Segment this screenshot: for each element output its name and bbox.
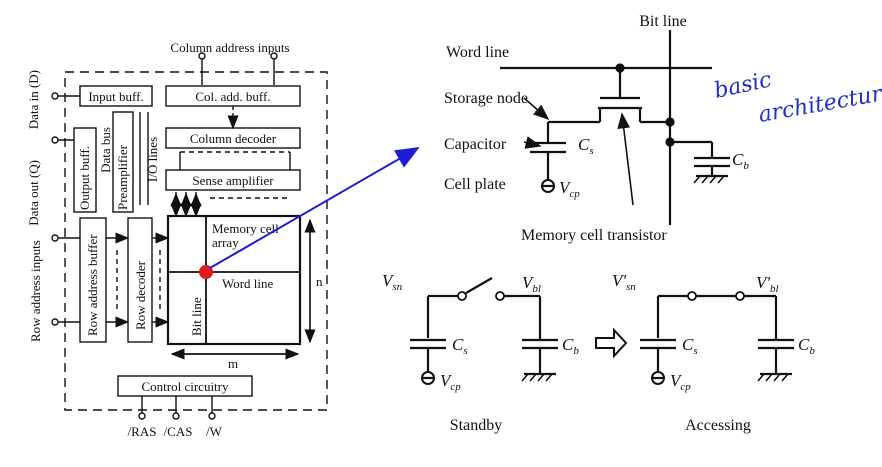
control-circuitry-label: Control circuitry (141, 379, 229, 394)
standby-vsn-label: Vsn (382, 271, 403, 293)
dim-n-label: n (316, 274, 323, 289)
transition-arrow-icon (595, 327, 628, 359)
standby-cs-label: Cs (452, 335, 468, 357)
accessing-cs-label: Cs (682, 335, 698, 357)
column-address-inputs-label: Column address inputs (170, 40, 289, 55)
standby-circuit (410, 277, 558, 385)
row-decoder-block (127, 217, 153, 343)
cb-label: Cb (732, 150, 749, 172)
vcp-label: Vcp (559, 178, 580, 200)
bit-line-array-label: Bit line (189, 297, 204, 336)
row-decoder-label: Row decoder (133, 260, 148, 330)
pin-cas-label: /CAS (164, 424, 193, 439)
storage-node-label: Storage node (444, 90, 528, 107)
row-address-buffer-block (79, 217, 107, 343)
column-decoder-block (165, 127, 301, 149)
cell-plate-label: Cell plate (444, 176, 506, 193)
memory-cell-schematic (500, 30, 730, 225)
memory-cell-array-block (166, 214, 302, 346)
standby-cb-label: Cb (562, 335, 579, 357)
io-lines-label: I/O lines (145, 137, 160, 182)
handwritten-note-line-1: basic (712, 67, 774, 103)
word-line-label: Word line (446, 44, 509, 61)
standby-vcp-label: Vcp (440, 371, 461, 393)
sense-amplifier-label: Sense amplifier (192, 173, 274, 188)
chip-boundary (64, 71, 328, 411)
output-buffer-block (73, 127, 97, 213)
data-out-label: Data out (Q) (26, 160, 41, 226)
output-buff-label: Output buff. (77, 146, 92, 210)
accessing-vbl-label: V'bl (756, 273, 779, 295)
preamplifier-block (112, 111, 134, 213)
standby-vbl-label: Vbl (522, 273, 541, 295)
accessing-circuit (640, 291, 794, 385)
accessing-caption: Accessing (685, 417, 751, 434)
control-circuitry-block (117, 375, 253, 397)
row-address-inputs-label: Row address inputs (28, 240, 43, 342)
standby-caption: Standby (450, 417, 502, 434)
input-buff-label: Input buff. (88, 89, 143, 104)
accessing-cb-label: Cb (798, 335, 815, 357)
transistor-label: Memory cell transistor (521, 227, 667, 244)
memory-cell-array-label-1: Memory cell (212, 221, 279, 236)
accessing-vsn-label: V'sn (612, 271, 636, 293)
data-bus-label: Data bus (98, 127, 113, 173)
accessing-vcp-label: Vcp (670, 371, 691, 393)
pointer-arrow (209, 147, 420, 269)
preamplifier-label: Preamplifier (115, 144, 130, 210)
selected-cell-dot (199, 265, 213, 279)
dram-block-diagram (51, 52, 328, 420)
bit-line-label: Bit line (639, 13, 687, 30)
word-line-array-label: Word line (222, 276, 274, 291)
handwritten-note-line-2: architecture (757, 79, 882, 128)
cs-label: Cs (578, 135, 594, 157)
col-add-buff-label: Col. add. buff. (195, 89, 270, 104)
pin-ras-label: /RAS (128, 424, 157, 439)
memory-cell-array-label-2: array (212, 235, 239, 250)
pin-w-label: /W (206, 424, 223, 439)
column-decoder-label: Column decoder (190, 131, 277, 146)
row-address-buffer-label: Row address buffer (85, 234, 100, 336)
capacitor-label: Capacitor (444, 136, 507, 153)
data-in-label: Data in (D) (26, 70, 41, 129)
sense-amplifier-block (165, 169, 301, 191)
dim-m-label: m (228, 356, 238, 371)
